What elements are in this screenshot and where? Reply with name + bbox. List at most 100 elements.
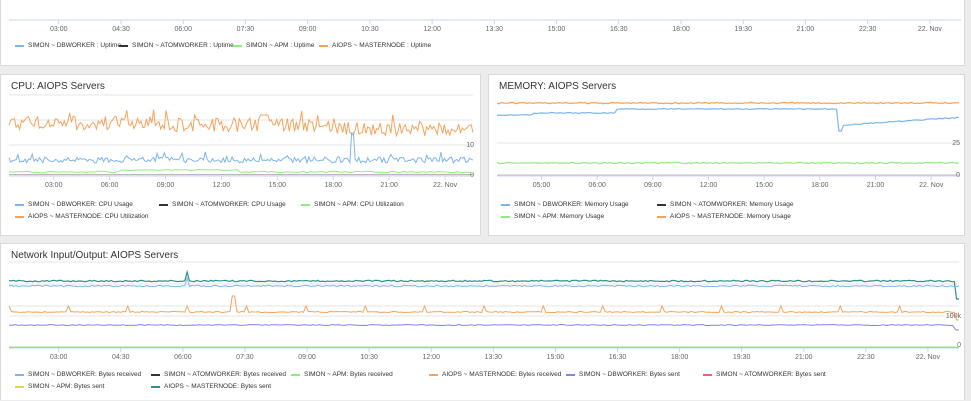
legend-label: SIMON ~ ATOMWORKER: Bytes received	[164, 371, 287, 378]
legend-item[interactable]: SIMON ~ DBWORKER: Bytes sent	[566, 371, 680, 378]
legend-label: SIMON ~ ATOMWORKER: Memory Usage	[670, 201, 794, 208]
x-tick-label: 04:30	[112, 354, 130, 361]
memory-chart-title: MEMORY: AIOPS Servers	[499, 81, 617, 92]
x-tick-label: 03:00	[45, 182, 63, 189]
legend-label: AIOPS ~ MASTERNODE : Uptime	[332, 42, 432, 49]
x-tick-label: 21:00	[797, 26, 815, 33]
legend-label: SIMON ~ APM: CPU Utilization	[314, 201, 404, 208]
x-tick-label: 12:00	[422, 354, 440, 361]
series-line-apm-memory	[496, 161, 960, 165]
x-tick-label: 06:00	[101, 182, 119, 189]
series-line-masternode-bytes-sent	[8, 269, 959, 300]
legend-swatch	[119, 44, 128, 47]
series-line-dbworker-bytes-received	[8, 276, 960, 288]
legend-item[interactable]: SIMON ~ ATOMWORKER: Bytes sent	[703, 371, 826, 378]
legend-swatch	[291, 373, 300, 376]
legend-item[interactable]: SIMON ~ DBWORKER : Uptime	[15, 42, 121, 49]
legend-swatch	[15, 44, 24, 47]
legend-swatch	[429, 373, 438, 376]
x-tick-label: 07:30	[237, 26, 255, 33]
x-tick-label: 22:30	[859, 26, 877, 33]
x-tick-label: 05:00	[533, 182, 551, 189]
x-tick-label: 22. Nov	[919, 182, 944, 189]
y-tick-label: 100k	[946, 313, 962, 320]
series-line-masternode-cpu	[8, 109, 474, 138]
x-tick-label: 09:00	[157, 182, 175, 189]
legend-swatch	[657, 203, 666, 206]
legend-swatch	[301, 203, 310, 206]
legend-label: SIMON ~ DBWORKER: Memory Usage	[514, 201, 629, 208]
x-tick-label: 22. Nov	[918, 26, 943, 33]
legend-item[interactable]: AIOPS ~ MASTERNODE: Bytes sent	[151, 383, 271, 390]
x-tick-label: 03:00	[50, 26, 68, 33]
x-tick-label: 15:00	[755, 182, 773, 189]
series-line-dbworker-memory	[496, 107, 960, 132]
legend-item[interactable]: SIMON ~ APM: Bytes received	[291, 371, 393, 378]
legend-swatch	[233, 44, 242, 47]
x-tick-label: 22:30	[857, 354, 875, 361]
x-tick-label: 06:00	[174, 26, 192, 33]
legend-label: AIOPS ~ MASTERNODE: CPU Utilization	[28, 213, 149, 220]
legend-item[interactable]: AIOPS ~ MASTERNODE: CPU Utilization	[15, 213, 148, 220]
x-tick-label: 09:00	[298, 354, 316, 361]
series-line-dbworker-bytes-sent	[8, 323, 959, 331]
legend-item[interactable]: SIMON ~ DBWORKER: CPU Usage	[15, 201, 133, 208]
x-tick-label: 22. Nov	[433, 182, 458, 189]
legend-item[interactable]: SIMON ~ DBWORKER: Bytes received	[15, 371, 141, 378]
legend-swatch	[501, 215, 510, 218]
memory-panel: MEMORY: AIOPS Servers 25005:0006:0009:00…	[488, 74, 965, 236]
x-tick-label: 09:00	[299, 26, 317, 33]
network-chart: 100k 0 03:00 04:30 06:00 07:30 09:00 10:30 12:00…	[8, 261, 962, 361]
legend-label: SIMON ~ APM: Memory Usage	[514, 213, 605, 220]
uptime-chart: 03:00 04:30 06:00 07:30 09:00 10:30 12:00 13:30…	[9, 19, 961, 33]
legend-item[interactable]: AIOPS ~ MASTERNODE : Uptime	[319, 42, 431, 49]
x-tick-label: 19:30	[733, 354, 751, 361]
series-line-apm-cpu	[8, 168, 474, 174]
x-tick-label: 16:30	[610, 26, 628, 33]
legend-label: SIMON ~ APM: Bytes sent	[28, 383, 105, 390]
x-tick-label: 13:30	[485, 354, 503, 361]
legend-swatch	[15, 385, 24, 388]
legend-item[interactable]: AIOPS ~ MASTERNODE: Bytes received	[429, 371, 561, 378]
x-tick-label: 15:00	[269, 182, 287, 189]
legend-label: SIMON ~ DBWORKER: CPU Usage	[28, 201, 133, 208]
legend-swatch	[151, 373, 160, 376]
legend-item[interactable]: SIMON ~ APM: Memory Usage	[501, 213, 604, 220]
legend-swatch	[15, 373, 24, 376]
legend-item[interactable]: SIMON ~ APM: CPU Utilization	[301, 201, 404, 208]
legend-swatch	[15, 215, 24, 218]
x-tick-label: 10:30	[360, 354, 378, 361]
uptime-panel: 03:00 04:30 06:00 07:30 09:00 10:30 12:00 13:30…	[0, 0, 965, 66]
legend-item[interactable]: SIMON ~ ATOMWORKER: CPU Usage	[159, 201, 286, 208]
legend-item[interactable]: SIMON ~ APM : Uptime	[233, 42, 314, 49]
x-tick-label: 18:00	[324, 182, 342, 189]
legend-label: AIOPS ~ MASTERNODE: Memory Usage	[670, 213, 791, 220]
legend-swatch	[159, 203, 168, 206]
legend-label: SIMON ~ APM : Uptime	[246, 42, 315, 49]
series-line-dbworker-cpu	[8, 132, 474, 165]
memory-chart: 25005:0006:0009:0012:0015:0018:0021:0022…	[496, 101, 960, 189]
x-tick-label: 15:00	[547, 354, 565, 361]
legend-swatch	[151, 385, 160, 388]
x-tick-label: 06:00	[588, 182, 606, 189]
y-tick-label: 0	[957, 342, 961, 349]
legend-item[interactable]: SIMON ~ ATOMWORKER: Memory Usage	[657, 201, 793, 208]
legend-swatch	[501, 203, 510, 206]
legend-label: SIMON ~ DBWORKER : Uptime	[28, 42, 121, 49]
x-tick-label: 16:30	[609, 354, 627, 361]
x-tick-label: 18:00	[671, 354, 689, 361]
x-tick-label: 15:00	[548, 26, 566, 33]
legend-item[interactable]: AIOPS ~ MASTERNODE: Memory Usage	[657, 213, 791, 220]
x-tick-label: 18:00	[672, 26, 690, 33]
legend-item[interactable]: SIMON ~ DBWORKER: Memory Usage	[501, 201, 629, 208]
x-tick-label: 19:30	[734, 26, 752, 33]
x-tick-label: 22. Nov	[916, 354, 941, 361]
legend-item[interactable]: SIMON ~ ATOMWORKER : Uptime	[119, 42, 234, 49]
x-tick-label: 12:00	[700, 182, 718, 189]
legend-item[interactable]: SIMON ~ APM: Bytes sent	[15, 383, 104, 390]
legend-label: AIOPS ~ MASTERNODE: Bytes sent	[164, 383, 272, 390]
legend-item[interactable]: SIMON ~ ATOMWORKER: Bytes received	[151, 371, 286, 378]
legend-swatch	[15, 203, 24, 206]
x-tick-label: 21:00	[867, 182, 885, 189]
x-tick-label: 04:30	[112, 26, 130, 33]
